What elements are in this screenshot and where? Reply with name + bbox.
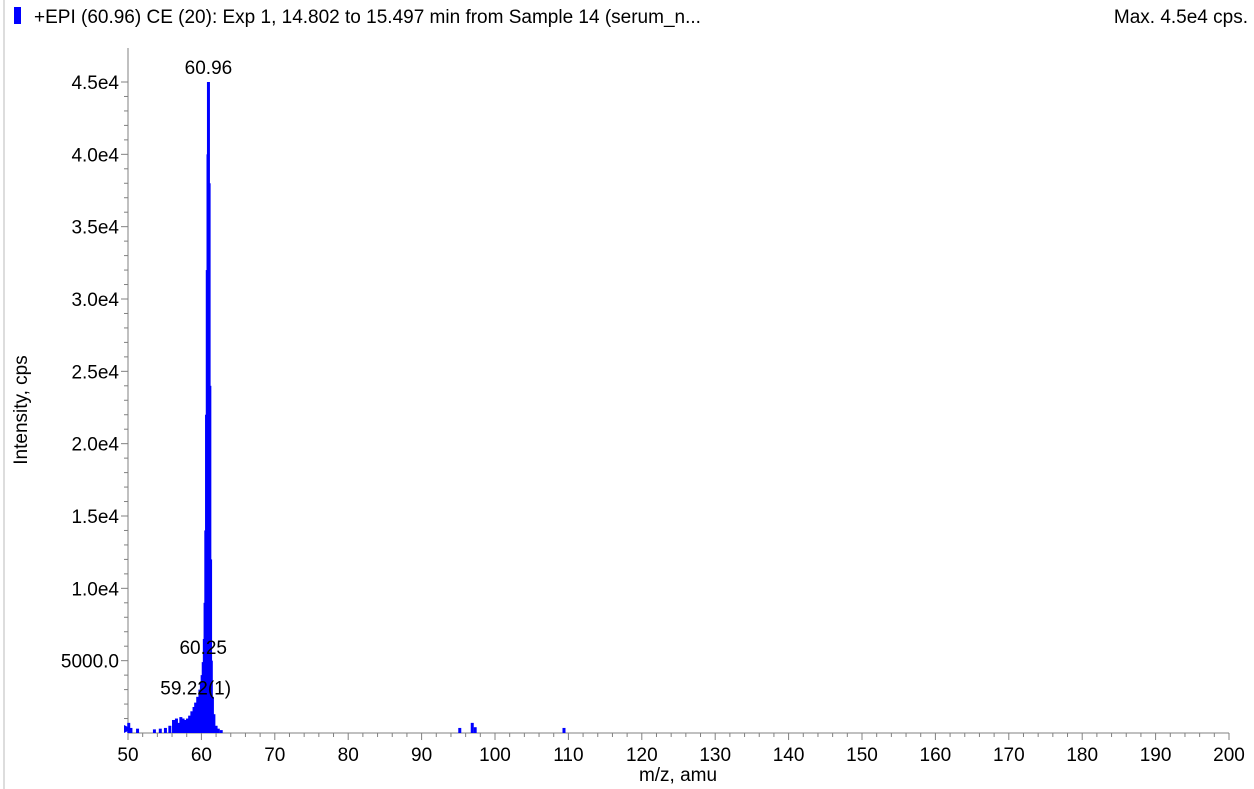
range-start-marker-icon [124,725,132,733]
spectrum-peak [562,727,566,733]
y-tick-label: 1.0e4 [71,579,119,600]
x-tick-label: 190 [1140,745,1172,766]
spectrum-peak [158,728,162,733]
y-tick-label: 2.5e4 [71,362,119,383]
spectrum-peak [181,718,185,733]
spectrum-peak [152,729,156,733]
y-tick-label: 5000.0 [61,652,119,673]
x-tick-label: 50 [117,745,138,766]
chart-header-title: +EPI (60.96) CE (20): Exp 1, 14.802 to 1… [34,7,701,28]
peak-label: 60.96 [185,58,233,79]
x-tick-label: 60 [191,745,212,766]
x-tick-label: 70 [264,745,285,766]
spectrum-peaks [124,82,566,734]
spectrum-peak [177,722,181,733]
spectrum-peak [209,559,213,733]
x-tick-label: 110 [553,745,583,766]
x-tick-label: 140 [773,745,805,766]
spectrum-peak [174,718,178,733]
peak-label: 60.25 [179,638,227,659]
spectrum-peak [183,719,187,733]
x-tick-label: 120 [626,745,658,766]
x-axis-title: m/z, amu [639,765,717,786]
spectrum-peak [216,728,220,733]
x-tick-label: 200 [1213,745,1245,766]
spectrum-peak [196,696,200,733]
x-tick-label: 90 [411,745,432,766]
spectrum-peak [219,730,223,733]
x-tick-label: 80 [338,745,359,766]
axes: 50 60 70 80 90 100 110 120 130 140 150 160 170 180 190… [61,48,1245,766]
spectrum-peak [136,728,140,733]
series-color-swatch-icon [14,7,21,24]
spectrum-peak [172,719,176,733]
spectrum-peak [214,725,218,733]
max-intensity-text: Max. 4.5e4 cps. [1114,7,1248,28]
spectrum-peak [163,727,167,733]
spectrum-peak [458,727,462,733]
spectrum-peak [473,727,477,733]
x-tick-label: 180 [1066,745,1098,766]
x-tick-label: 100 [479,745,511,766]
spectrum-peak [185,718,189,733]
spectrum-peak [212,714,216,733]
spectrum-peak [129,727,133,733]
spectrum-peak [179,717,183,733]
y-tick-label: 3.0e4 [71,290,119,311]
x-tick-label: 150 [846,745,878,766]
y-tick-label: 2.0e4 [71,435,119,456]
spectrum-peak [192,706,196,733]
x-tick-label: 130 [699,745,731,766]
y-tick-label: 4.5e4 [71,73,119,94]
y-axis-title: Intensity, cps [11,355,32,464]
spectrum-peak [168,725,172,733]
y-tick-label: 4.0e4 [71,145,119,166]
x-tick-label: 160 [920,745,952,766]
spectrum-peak [194,702,198,733]
peak-labels: 60.96 60.25 59.22(1) [160,58,232,700]
y-tick-label: 3.5e4 [71,218,119,239]
x-tick-label: 170 [993,745,1025,766]
spectrum-peak [190,711,194,733]
spectrum-peak [470,722,474,733]
y-tick-label: 1.5e4 [71,507,119,528]
peak-label: 59.22(1) [160,679,231,700]
spectrum-peak [188,715,192,733]
